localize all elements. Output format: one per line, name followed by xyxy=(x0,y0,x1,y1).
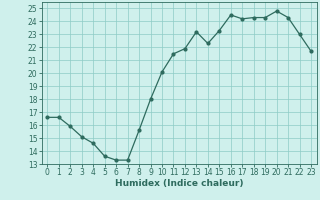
X-axis label: Humidex (Indice chaleur): Humidex (Indice chaleur) xyxy=(115,179,244,188)
